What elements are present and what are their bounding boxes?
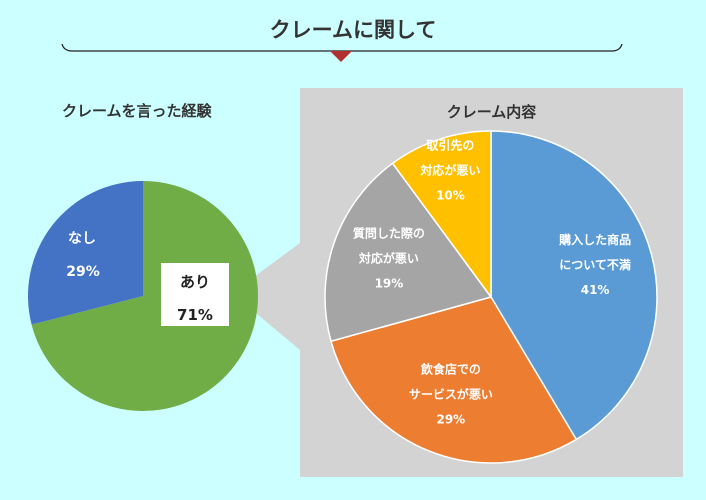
slice-label: 購入した商品 xyxy=(558,232,631,247)
slice-value: 29% xyxy=(436,412,465,426)
slice-value: 71% xyxy=(177,306,213,324)
title-underline xyxy=(61,43,623,52)
slice-label: 対応が悪い xyxy=(358,251,419,266)
title-marker xyxy=(330,51,352,62)
main-title: クレームに関して xyxy=(269,18,437,42)
callout-connector xyxy=(232,243,300,350)
left-chart-title: クレームを言った経験 xyxy=(62,102,212,120)
pie-slice xyxy=(324,162,493,343)
slice-label: について不満 xyxy=(559,257,631,272)
slice-label: 取引先の xyxy=(426,137,474,152)
slice-label: 飲食店での xyxy=(420,361,481,376)
slice-label: サービスが悪い xyxy=(409,386,493,401)
pie-slice xyxy=(391,130,492,300)
left-pie: なし 29% xyxy=(28,181,259,411)
right-pie: 購入した商品について不満41%飲食店でのサービスが悪い29%質問した際の対応が悪… xyxy=(324,130,658,464)
pie-slice xyxy=(490,130,658,441)
slice-value: 41% xyxy=(581,283,610,297)
slice-label: 対応が悪い xyxy=(419,162,480,177)
slice-value: 29% xyxy=(66,264,100,280)
pie-slice xyxy=(330,296,578,464)
pie-slice xyxy=(31,181,259,411)
pie-slice xyxy=(28,181,144,325)
slice-value: 19% xyxy=(375,277,404,291)
slice-label: あり xyxy=(180,273,210,291)
right-chart-title: クレーム内容 xyxy=(446,103,537,121)
callout-box xyxy=(159,261,231,328)
slice-value: 10% xyxy=(436,188,465,202)
slice-label: なし xyxy=(68,231,96,247)
slice-label: 質問した際の xyxy=(353,226,425,241)
